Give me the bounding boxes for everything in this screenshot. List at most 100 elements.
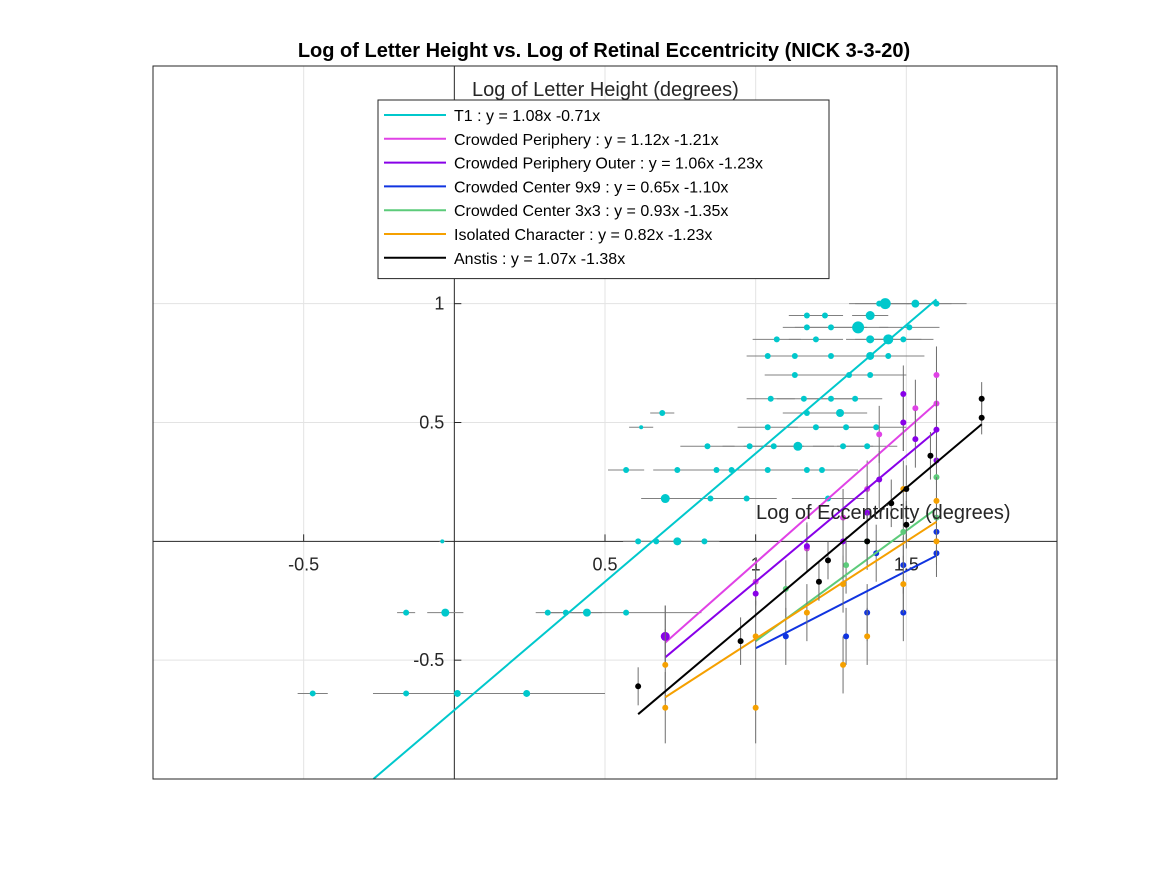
data-point <box>818 467 825 474</box>
data-point <box>803 609 810 616</box>
data-point <box>824 557 831 564</box>
data-point <box>544 609 551 616</box>
data-point <box>978 414 985 421</box>
data-point <box>864 538 871 545</box>
data-point <box>885 352 892 359</box>
data-point <box>828 395 834 402</box>
data-point <box>674 467 681 474</box>
legend-entry: T1 : y = 1.08x -0.71x <box>454 108 600 125</box>
data-point <box>865 311 875 321</box>
data-point <box>864 443 871 450</box>
data-point <box>713 467 720 474</box>
data-point <box>978 395 985 402</box>
legend-entry: Crowded Periphery Outer : y = 1.06x -1.2… <box>454 156 763 173</box>
data-point <box>903 521 910 528</box>
data-point <box>900 581 907 588</box>
data-point <box>803 467 810 474</box>
y-tick-label: 1 <box>434 294 444 314</box>
data-point <box>933 300 940 307</box>
data-point <box>752 704 759 711</box>
data-point <box>803 543 810 550</box>
legend: T1 : y = 1.08x -0.71x Crowded Periphery :… <box>377 99 830 280</box>
data-point <box>821 312 828 319</box>
data-point <box>812 336 819 343</box>
data-point <box>782 633 789 640</box>
data-point <box>309 690 316 697</box>
data-point <box>662 704 669 711</box>
data-point <box>933 371 940 378</box>
data-point <box>764 467 771 474</box>
data-point <box>623 609 630 616</box>
data-point <box>635 683 642 690</box>
fit-line <box>664 429 938 659</box>
legend-entry: Crowded Center 9x9 : y = 0.65x -1.10x <box>454 179 728 196</box>
series-group <box>662 460 940 744</box>
data-point <box>659 409 666 416</box>
data-point <box>843 633 850 640</box>
x-tick-label: 0.5 <box>592 554 617 574</box>
legend-entry: Anstis : y = 1.07x -1.38x <box>454 251 625 268</box>
data-point <box>876 431 883 438</box>
legend-entry: Isolated Character : y = 0.82x -1.23x <box>454 227 712 244</box>
data-point <box>660 494 670 504</box>
data-point <box>791 352 798 359</box>
fit-line <box>664 521 938 699</box>
data-point <box>673 537 682 546</box>
data-point <box>441 608 450 617</box>
data-point <box>767 395 774 402</box>
data-point <box>639 425 644 430</box>
data-point <box>701 538 708 545</box>
x-axis-label: Log of Eccentricity (degrees) <box>756 502 1011 524</box>
data-point <box>803 324 810 331</box>
x-tick-label: 1.5 <box>894 554 919 574</box>
data-point <box>773 336 780 343</box>
y-tick-label: -0.5 <box>413 650 444 670</box>
data-point <box>770 443 777 450</box>
data-point <box>900 336 907 343</box>
data-point <box>927 452 934 459</box>
legend-box <box>377 99 830 280</box>
data-point <box>791 371 798 378</box>
data-point <box>933 497 940 504</box>
chart-title: Log of Letter Height vs. Log of Retinal … <box>298 40 910 62</box>
legend-entry: Crowded Center 3x3 : y = 0.93x -1.35x <box>454 203 728 220</box>
series-layer <box>297 298 985 780</box>
data-point <box>623 467 630 474</box>
data-point <box>852 395 859 402</box>
data-point <box>912 405 919 412</box>
data-point <box>752 590 759 597</box>
series-group <box>635 382 985 715</box>
y-tick-label: 0.5 <box>419 413 444 433</box>
data-point <box>743 495 750 502</box>
y-axis-label: Log of Letter Height (degrees) <box>472 79 739 101</box>
data-point <box>866 335 875 344</box>
data-point <box>764 352 771 359</box>
fit-line <box>637 423 983 715</box>
data-point <box>843 424 850 431</box>
data-point <box>403 609 410 616</box>
data-point <box>867 371 874 378</box>
data-point <box>873 424 880 431</box>
data-point <box>815 578 822 585</box>
data-point <box>707 495 714 502</box>
data-point <box>828 352 834 359</box>
data-point <box>852 321 865 334</box>
data-point <box>840 661 847 668</box>
data-point <box>900 390 907 397</box>
fit-line <box>372 298 938 780</box>
data-point <box>793 441 803 451</box>
data-point <box>912 436 919 443</box>
data-point <box>704 443 711 450</box>
data-point <box>662 661 669 668</box>
data-point <box>453 689 461 697</box>
data-point <box>840 443 847 450</box>
series-group <box>297 298 967 780</box>
data-point <box>900 419 907 426</box>
fit-line <box>664 402 938 644</box>
plot-frame <box>152 65 1058 780</box>
data-point <box>403 690 410 697</box>
fit-line <box>755 554 937 650</box>
data-point <box>812 424 819 431</box>
data-point <box>828 324 834 331</box>
